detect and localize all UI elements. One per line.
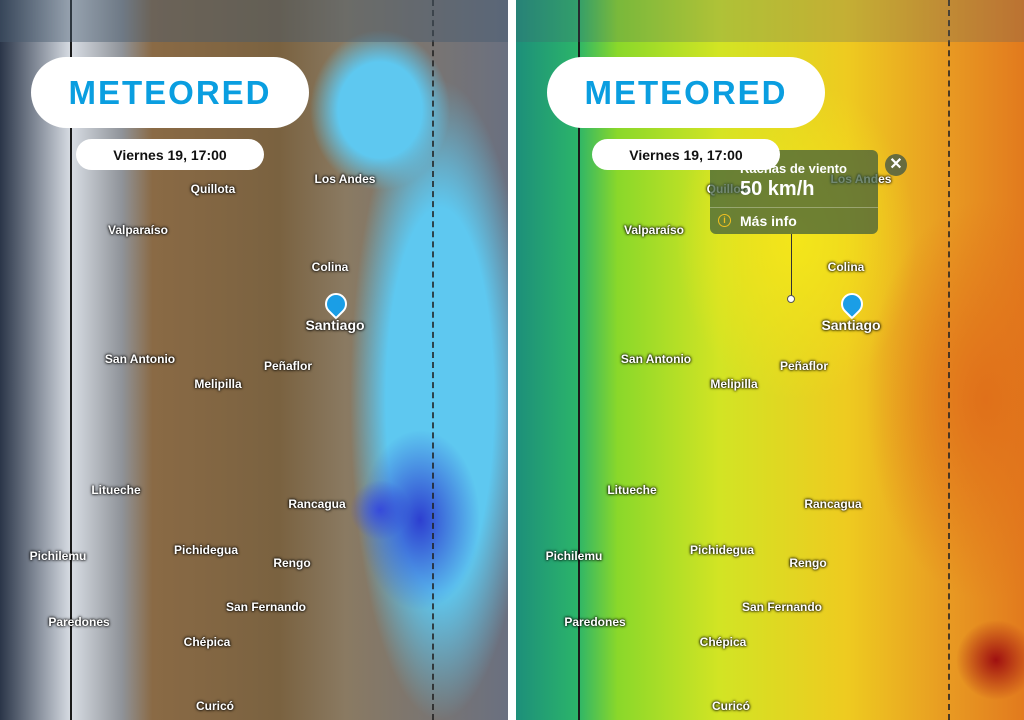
city-label: Colina (827, 260, 865, 274)
coastline (70, 0, 72, 720)
city-label: Curicó (711, 699, 751, 713)
city-label: Valparaíso (107, 223, 169, 237)
city-label: Peñaflor (779, 359, 829, 373)
top-overlay (0, 0, 508, 42)
city-label: Los Andes (314, 172, 376, 186)
city-label: Melipilla (194, 377, 242, 391)
city-label: San Antonio (104, 352, 176, 366)
city-label: Santiago (821, 317, 881, 333)
logo-text: METEORED (68, 73, 272, 111)
city-label: Litueche (607, 483, 657, 497)
santiago-location-pin-icon[interactable] (836, 288, 868, 320)
city-label: Quillota (190, 182, 236, 196)
city-label: Colina (311, 260, 349, 274)
city-label: Pichidegua (173, 543, 239, 557)
city-label: San Fernando (225, 600, 307, 614)
city-label: San Antonio (620, 352, 692, 366)
more-info-link[interactable]: Más info (740, 213, 797, 229)
top-overlay (516, 0, 1024, 42)
meteored-logo[interactable]: METEORED (31, 57, 309, 128)
city-label: Rengo (273, 556, 311, 570)
precipitation-map-panel[interactable]: Quillota Los Andes Valparaíso Colina Santiag… (0, 0, 508, 720)
popup-value: 50 km/h (740, 178, 815, 200)
city-label: San Fernando (741, 600, 823, 614)
popup-divider (710, 207, 878, 208)
city-label: Paredones (564, 615, 626, 629)
city-label: Peñaflor (263, 359, 313, 373)
date-time-label: Viernes 19, 17:00 (76, 139, 264, 170)
city-label: Santiago (305, 317, 365, 333)
close-popup-button[interactable]: ✕ (885, 154, 907, 176)
city-label: Litueche (91, 483, 141, 497)
meteored-logo[interactable]: METEORED (547, 57, 825, 128)
coastline (578, 0, 580, 720)
city-label: Rancagua (804, 497, 862, 511)
region-border (432, 0, 434, 720)
city-label: Pichilemu (545, 549, 603, 563)
city-label: Chépica (183, 635, 231, 649)
santiago-location-pin-icon[interactable] (320, 288, 352, 320)
city-label: Melipilla (710, 377, 758, 391)
info-icon: i (718, 214, 731, 227)
city-label: Pichidegua (689, 543, 755, 557)
selected-point-marker[interactable] (787, 295, 795, 303)
city-label: Pichilemu (29, 549, 87, 563)
popup-pointer-line (791, 234, 792, 298)
city-label: Valparaíso (623, 223, 685, 237)
region-border (948, 0, 950, 720)
city-label: Rengo (789, 556, 827, 570)
logo-text: METEORED (584, 73, 788, 111)
city-label: Rancagua (288, 497, 346, 511)
date-time-label: Viernes 19, 17:00 (592, 139, 780, 170)
city-label: Chépica (699, 635, 747, 649)
city-label: Curicó (195, 699, 235, 713)
city-label: Paredones (48, 615, 110, 629)
